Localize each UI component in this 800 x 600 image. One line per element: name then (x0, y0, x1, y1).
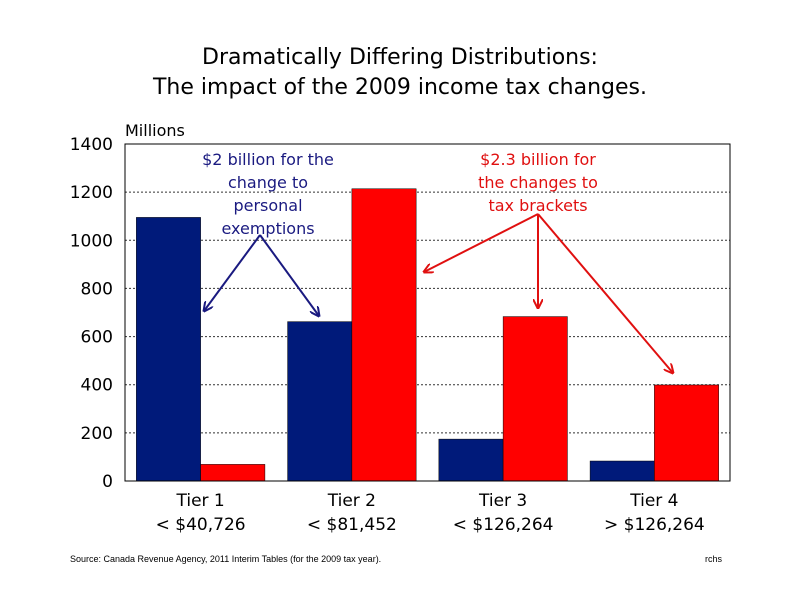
bar-blue-tier2 (287, 321, 353, 482)
plot-frame (124, 143, 731, 482)
y-tick-label: 600 (81, 328, 113, 348)
y-tick-label: 1200 (70, 183, 113, 203)
source-note: Source: Canada Revenue Agency, 2011 Inte… (70, 554, 381, 564)
annotation-exemptions: personal (233, 196, 302, 215)
red-arrow-tier4 (537, 213, 673, 373)
x-tick-label: < $126,264 (453, 515, 554, 535)
bar-blue-tier1 (136, 217, 201, 482)
bar-red-tier4 (654, 384, 719, 482)
x-tick-label: Tier 3 (478, 491, 527, 511)
y-tick-label: 400 (81, 376, 113, 396)
blue-arrow-tier2 (259, 234, 319, 316)
y-tick-label: 1400 (70, 135, 113, 155)
bar-red-tier2 (351, 188, 417, 482)
x-tick-label: Tier 2 (327, 491, 376, 511)
x-tick-label: Tier 4 (629, 491, 678, 511)
annotation-exemptions: $2 billion for the (202, 150, 334, 169)
y-tick-label: 1000 (70, 231, 113, 251)
chart-title-line-2: The impact of the 2009 income tax change… (152, 75, 647, 100)
annotation-brackets: tax brackets (488, 196, 587, 215)
y-tick-label: 200 (81, 424, 113, 444)
annotation-exemptions: exemptions (221, 219, 314, 238)
blue-arrow-tier1 (204, 234, 261, 311)
annotation-brackets: the changes to (478, 173, 598, 192)
annotation-brackets: $2.3 billion for (480, 150, 596, 169)
y-tick-label: 800 (81, 279, 113, 299)
y-axis-label: Millions (125, 121, 185, 140)
x-tick-label: < $81,452 (307, 515, 397, 535)
red-arrow-tier2 (424, 213, 539, 272)
bar-blue-tier3 (438, 438, 504, 482)
chart-title-line-1: Dramatically Differing Distributions: (202, 45, 598, 70)
bar-red-tier3 (502, 316, 568, 482)
bar-blue-tier4 (589, 460, 655, 482)
y-tick-label: 0 (102, 472, 113, 492)
credit: rchs (705, 554, 723, 564)
annotation-exemptions: change to (228, 173, 308, 192)
x-tick-label: < $40,726 (156, 515, 246, 535)
x-tick-label: > $126,264 (604, 515, 705, 535)
bar-red-tier1 (200, 464, 266, 482)
x-tick-label: Tier 1 (175, 491, 224, 511)
